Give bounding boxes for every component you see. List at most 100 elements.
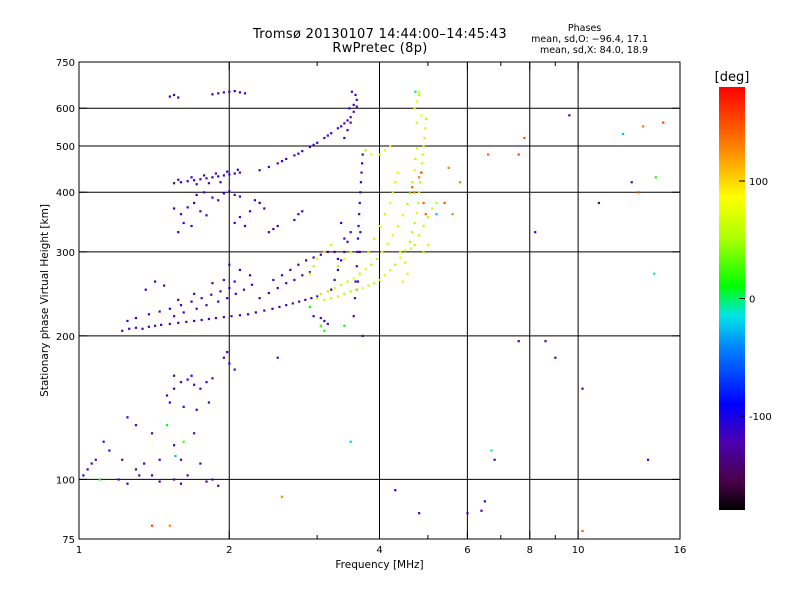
data-point (389, 201, 392, 205)
phase-statistics-o-mode: mean, sd,O: −96.4, 17.1 (531, 34, 648, 45)
data-point (168, 322, 171, 325)
data-point (195, 183, 198, 186)
data-point (418, 176, 421, 179)
data-point (82, 474, 85, 477)
data-point (355, 98, 358, 101)
data-point (226, 170, 229, 173)
data-point (238, 91, 242, 94)
data-point (222, 278, 225, 282)
data-point (134, 424, 138, 427)
data-point (304, 298, 307, 301)
data-points (82, 90, 665, 533)
data-point (336, 265, 340, 268)
data-point (193, 432, 196, 435)
data-point (646, 458, 650, 461)
data-point (343, 250, 346, 254)
data-point (308, 305, 311, 309)
data-point (143, 462, 146, 465)
data-point (391, 234, 394, 237)
data-point (406, 202, 409, 206)
y-tick-label: 500 (56, 142, 75, 153)
data-point (312, 256, 315, 259)
data-point (349, 116, 352, 119)
data-point (354, 93, 357, 97)
data-point (147, 313, 151, 316)
data-point (150, 474, 154, 477)
data-point (414, 157, 417, 161)
x-axis-label: Frequency [MHz] (335, 559, 423, 571)
data-point (349, 231, 352, 234)
data-point (193, 201, 196, 205)
chart-title: Tromsø 20130107 14:44:00–14:45:43 (252, 27, 508, 42)
data-point (523, 136, 526, 140)
data-point (233, 368, 236, 371)
data-point (431, 207, 434, 210)
data-point (186, 378, 189, 381)
data-point (293, 218, 296, 222)
y-axis-label: Stationary phase Virtual Height [km] (39, 204, 51, 397)
data-point (138, 474, 141, 477)
data-point (233, 280, 236, 283)
data-point (350, 90, 353, 93)
data-point (359, 181, 363, 184)
data-point (238, 171, 242, 174)
data-point (172, 207, 176, 210)
colorbar-tick-label: 100 (749, 177, 768, 188)
y-tick-label: 100 (56, 475, 75, 486)
data-point (408, 240, 411, 243)
data-point (333, 250, 336, 254)
data-point (355, 105, 358, 108)
data-point (200, 297, 203, 300)
data-point (228, 263, 231, 266)
data-point (316, 295, 319, 298)
data-point (179, 213, 183, 216)
data-point (340, 259, 343, 262)
data-point (340, 283, 343, 286)
data-point (421, 153, 424, 156)
data-point (326, 322, 329, 325)
data-point (367, 250, 370, 254)
data-point (211, 377, 214, 380)
x-tick-label: 1 (76, 545, 82, 556)
data-point (413, 221, 416, 225)
data-point (150, 432, 154, 435)
data-point (242, 288, 246, 291)
data-point (263, 207, 266, 210)
data-point (375, 257, 378, 261)
data-point (394, 263, 397, 266)
data-point (271, 307, 274, 310)
data-point (205, 381, 208, 384)
data-point (168, 95, 171, 98)
data-point (554, 356, 557, 359)
data-point (340, 221, 343, 225)
data-point (186, 474, 189, 477)
data-point (193, 179, 196, 182)
data-point (408, 192, 411, 195)
data-point (248, 274, 252, 277)
data-point (195, 307, 198, 310)
data-point (364, 268, 367, 271)
data-point (349, 121, 352, 124)
data-point (258, 297, 261, 300)
data-point (190, 374, 193, 377)
data-point (373, 282, 376, 285)
data-point (243, 224, 247, 228)
data-point (423, 136, 426, 140)
data-point (346, 240, 349, 243)
data-point (399, 256, 402, 259)
data-point (420, 162, 423, 165)
grid-lines (79, 62, 680, 539)
data-point (336, 127, 340, 130)
data-point (202, 191, 206, 194)
data-point (199, 178, 202, 181)
data-point (126, 416, 129, 419)
phase-statistics-x-mode: mean, sd,X: 84.0, 18.9 (539, 45, 648, 56)
data-point (158, 310, 161, 313)
data-point (172, 444, 176, 447)
data-point (517, 153, 520, 156)
data-point (346, 129, 349, 132)
data-point (413, 107, 416, 110)
data-point (330, 288, 333, 291)
data-point (361, 153, 364, 156)
data-point (168, 307, 171, 310)
